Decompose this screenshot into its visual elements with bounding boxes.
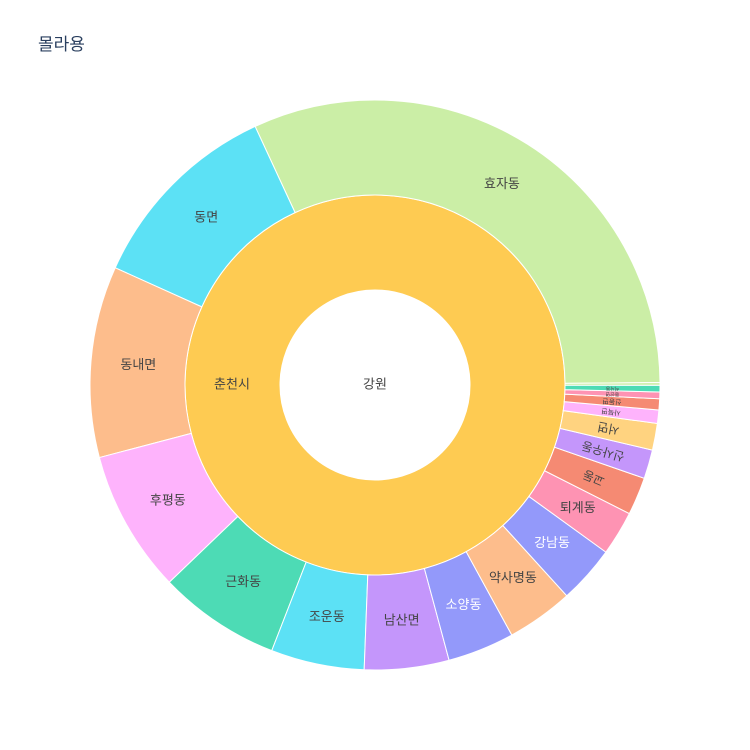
sunburst-segment-middle[interactable] [185,195,565,575]
leaf-label: 강남동 [534,536,570,551]
sunburst-segment-leaf[interactable] [254,99,661,384]
leaf-label: 서면 [596,419,620,437]
leaf-label: 조운동 [309,610,345,625]
sunburst-segment-leaf[interactable] [564,382,661,386]
leaf-label: 약사명동 [489,571,537,586]
sunburst-segment-root[interactable] [280,290,470,480]
ring-boundary [279,289,471,481]
middle-label: 춘천시 [214,378,250,393]
leaf-label: 동내면 [120,358,156,373]
leaf-label: 후평동 [150,494,186,509]
leaf-label: 신동면 [602,397,622,407]
leaf-label: 남산면 [384,613,420,628]
root-label: 강원 [363,378,387,393]
leaf-label: 석사동 [605,385,619,392]
leaf-label: 소양동 [446,598,482,613]
leaf-label: 퇴계동 [560,501,596,516]
leaf-label: 사북면 [601,406,621,417]
leaf-label: 동산면 [605,390,619,398]
leaf-label: 효자동 [484,177,520,192]
leaf-label: 동면 [194,210,218,225]
leaf-label: 근화동 [225,575,261,590]
chart-title: 몰라용 [38,35,85,55]
